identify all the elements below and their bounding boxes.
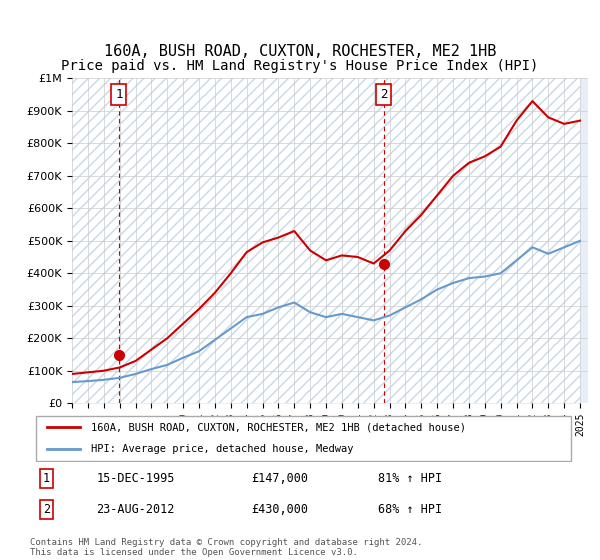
Text: £147,000: £147,000 — [251, 472, 308, 485]
HPI: Average price, detached house, Medway: (2.02e+03, 3.7e+05): Average price, detached house, Medway: (… — [449, 279, 457, 286]
160A, BUSH ROAD, CUXTON, ROCHESTER, ME2 1HB (detached house) — [148, 346, 155, 353]
FancyBboxPatch shape — [35, 416, 571, 461]
HPI: Average price, detached house, Medway: (2.01e+03, 2.55e+05): Average price, detached house, Medway: (… — [370, 317, 377, 324]
HPI: Average price, detached house, Medway: (2e+03, 9e+04): Average price, detached house, Medway: (… — [132, 371, 139, 377]
160A, BUSH ROAD, CUXTON, ROCHESTER, ME2 1HB (detached house) — [354, 254, 361, 260]
160A, BUSH ROAD, CUXTON, ROCHESTER, ME2 1HB (detached house) — [196, 306, 203, 312]
160A, BUSH ROAD, CUXTON, ROCHESTER, ME2 1HB (detached house) — [545, 114, 552, 121]
HPI: Average price, detached house, Medway: (2.02e+03, 3.9e+05): Average price, detached house, Medway: (… — [481, 273, 488, 280]
160A, BUSH ROAD, CUXTON, ROCHESTER, ME2 1HB (detached house) — [577, 117, 584, 124]
HPI: Average price, detached house, Medway: (2.02e+03, 4.4e+05): Average price, detached house, Medway: (… — [513, 257, 520, 264]
160A, BUSH ROAD, CUXTON, ROCHESTER, ME2 1HB (detached house) — [84, 369, 91, 376]
Line: 160A, BUSH ROAD, CUXTON, ROCHESTER, ME2 1HB (detached house): 160A, BUSH ROAD, CUXTON, ROCHESTER, ME2 … — [72, 101, 580, 374]
HPI: Average price, detached house, Medway: (2.02e+03, 4.8e+05): Average price, detached house, Medway: (… — [529, 244, 536, 251]
HPI: Average price, detached house, Medway: (2.02e+03, 3.2e+05): Average price, detached house, Medway: (… — [418, 296, 425, 302]
160A, BUSH ROAD, CUXTON, ROCHESTER, ME2 1HB (detached house) — [418, 212, 425, 218]
Text: 160A, BUSH ROAD, CUXTON, ROCHESTER, ME2 1HB (detached house): 160A, BUSH ROAD, CUXTON, ROCHESTER, ME2 … — [91, 422, 466, 432]
160A, BUSH ROAD, CUXTON, ROCHESTER, ME2 1HB (detached house) — [164, 335, 171, 342]
160A, BUSH ROAD, CUXTON, ROCHESTER, ME2 1HB (detached house) — [370, 260, 377, 267]
HPI: Average price, detached house, Medway: (2.01e+03, 2.75e+05): Average price, detached house, Medway: (… — [338, 310, 346, 317]
HPI: Average price, detached house, Medway: (2e+03, 1.95e+05): Average price, detached house, Medway: (… — [211, 337, 218, 343]
160A, BUSH ROAD, CUXTON, ROCHESTER, ME2 1HB (detached house) — [513, 117, 520, 124]
HPI: Average price, detached house, Medway: (2.02e+03, 4.8e+05): Average price, detached house, Medway: (… — [560, 244, 568, 251]
Text: Price paid vs. HM Land Registry's House Price Index (HPI): Price paid vs. HM Land Registry's House … — [61, 59, 539, 73]
HPI: Average price, detached house, Medway: (2e+03, 1.18e+05): Average price, detached house, Medway: (… — [164, 362, 171, 368]
HPI: Average price, detached house, Medway: (2e+03, 7.8e+04): Average price, detached house, Medway: (… — [116, 375, 123, 381]
160A, BUSH ROAD, CUXTON, ROCHESTER, ME2 1HB (detached house) — [338, 252, 346, 259]
160A, BUSH ROAD, CUXTON, ROCHESTER, ME2 1HB (detached house) — [402, 228, 409, 235]
160A, BUSH ROAD, CUXTON, ROCHESTER, ME2 1HB (detached house) — [434, 192, 441, 199]
160A, BUSH ROAD, CUXTON, ROCHESTER, ME2 1HB (detached house) — [481, 153, 488, 160]
160A, BUSH ROAD, CUXTON, ROCHESTER, ME2 1HB (detached house) — [132, 358, 139, 365]
Text: 1: 1 — [115, 88, 123, 101]
160A, BUSH ROAD, CUXTON, ROCHESTER, ME2 1HB (detached house) — [275, 234, 282, 241]
160A, BUSH ROAD, CUXTON, ROCHESTER, ME2 1HB (detached house) — [100, 367, 107, 374]
HPI: Average price, detached house, Medway: (2.01e+03, 2.95e+05): Average price, detached house, Medway: (… — [275, 304, 282, 311]
160A, BUSH ROAD, CUXTON, ROCHESTER, ME2 1HB (detached house) — [227, 270, 235, 277]
Text: 68% ↑ HPI: 68% ↑ HPI — [378, 503, 442, 516]
HPI: Average price, detached house, Medway: (2e+03, 2.65e+05): Average price, detached house, Medway: (… — [243, 314, 250, 320]
Text: 1: 1 — [43, 472, 50, 485]
HPI: Average price, detached house, Medway: (2.02e+03, 3.85e+05): Average price, detached house, Medway: (… — [466, 275, 473, 282]
160A, BUSH ROAD, CUXTON, ROCHESTER, ME2 1HB (detached house) — [243, 249, 250, 255]
HPI: Average price, detached house, Medway: (2.01e+03, 2.65e+05): Average price, detached house, Medway: (… — [354, 314, 361, 320]
HPI: Average price, detached house, Medway: (2.01e+03, 2.95e+05): Average price, detached house, Medway: (… — [402, 304, 409, 311]
160A, BUSH ROAD, CUXTON, ROCHESTER, ME2 1HB (detached house) — [497, 143, 504, 150]
HPI: Average price, detached house, Medway: (2e+03, 1.6e+05): Average price, detached house, Medway: (… — [196, 348, 203, 354]
160A, BUSH ROAD, CUXTON, ROCHESTER, ME2 1HB (detached house) — [290, 228, 298, 235]
160A, BUSH ROAD, CUXTON, ROCHESTER, ME2 1HB (detached house) — [449, 172, 457, 179]
160A, BUSH ROAD, CUXTON, ROCHESTER, ME2 1HB (detached house) — [259, 239, 266, 246]
HPI: Average price, detached house, Medway: (2e+03, 1.4e+05): Average price, detached house, Medway: (… — [179, 354, 187, 361]
HPI: Average price, detached house, Medway: (1.99e+03, 6.5e+04): Average price, detached house, Medway: (… — [68, 379, 76, 385]
HPI: Average price, detached house, Medway: (2.02e+03, 5e+05): Average price, detached house, Medway: (… — [577, 237, 584, 244]
160A, BUSH ROAD, CUXTON, ROCHESTER, ME2 1HB (detached house) — [116, 364, 123, 371]
160A, BUSH ROAD, CUXTON, ROCHESTER, ME2 1HB (detached house) — [68, 371, 76, 377]
160A, BUSH ROAD, CUXTON, ROCHESTER, ME2 1HB (detached house) — [529, 98, 536, 105]
HPI: Average price, detached house, Medway: (2.01e+03, 2.65e+05): Average price, detached house, Medway: (… — [322, 314, 329, 320]
HPI: Average price, detached house, Medway: (2.02e+03, 4.6e+05): Average price, detached house, Medway: (… — [545, 250, 552, 257]
HPI: Average price, detached house, Medway: (2e+03, 1.05e+05): Average price, detached house, Medway: (… — [148, 366, 155, 372]
Text: 15-DEC-1995: 15-DEC-1995 — [96, 472, 175, 485]
Text: 23-AUG-2012: 23-AUG-2012 — [96, 503, 175, 516]
HPI: Average price, detached house, Medway: (2.01e+03, 2.8e+05): Average price, detached house, Medway: (… — [307, 309, 314, 316]
160A, BUSH ROAD, CUXTON, ROCHESTER, ME2 1HB (detached house) — [386, 247, 393, 254]
Text: 2: 2 — [380, 88, 388, 101]
HPI: Average price, detached house, Medway: (1.99e+03, 6.8e+04): Average price, detached house, Medway: (… — [84, 378, 91, 385]
HPI: Average price, detached house, Medway: (2e+03, 2.3e+05): Average price, detached house, Medway: (… — [227, 325, 235, 332]
160A, BUSH ROAD, CUXTON, ROCHESTER, ME2 1HB (detached house) — [560, 120, 568, 127]
Text: Contains HM Land Registry data © Crown copyright and database right 2024.
This d: Contains HM Land Registry data © Crown c… — [30, 538, 422, 557]
160A, BUSH ROAD, CUXTON, ROCHESTER, ME2 1HB (detached house) — [466, 160, 473, 166]
Text: HPI: Average price, detached house, Medway: HPI: Average price, detached house, Medw… — [91, 444, 353, 454]
160A, BUSH ROAD, CUXTON, ROCHESTER, ME2 1HB (detached house) — [211, 290, 218, 296]
HPI: Average price, detached house, Medway: (2e+03, 2.75e+05): Average price, detached house, Medway: (… — [259, 310, 266, 317]
Line: HPI: Average price, detached house, Medway: HPI: Average price, detached house, Medw… — [72, 241, 580, 382]
160A, BUSH ROAD, CUXTON, ROCHESTER, ME2 1HB (detached house) — [322, 257, 329, 264]
Text: 81% ↑ HPI: 81% ↑ HPI — [378, 472, 442, 485]
HPI: Average price, detached house, Medway: (2.02e+03, 3.5e+05): Average price, detached house, Medway: (… — [434, 286, 441, 293]
Text: 160A, BUSH ROAD, CUXTON, ROCHESTER, ME2 1HB: 160A, BUSH ROAD, CUXTON, ROCHESTER, ME2 … — [104, 44, 496, 59]
HPI: Average price, detached house, Medway: (2e+03, 7.2e+04): Average price, detached house, Medway: (… — [100, 376, 107, 383]
160A, BUSH ROAD, CUXTON, ROCHESTER, ME2 1HB (detached house) — [179, 320, 187, 327]
160A, BUSH ROAD, CUXTON, ROCHESTER, ME2 1HB (detached house) — [307, 247, 314, 254]
Text: £430,000: £430,000 — [251, 503, 308, 516]
HPI: Average price, detached house, Medway: (2.01e+03, 2.7e+05): Average price, detached house, Medway: (… — [386, 312, 393, 319]
HPI: Average price, detached house, Medway: (2.01e+03, 3.1e+05): Average price, detached house, Medway: (… — [290, 299, 298, 306]
HPI: Average price, detached house, Medway: (2.02e+03, 4e+05): Average price, detached house, Medway: (… — [497, 270, 504, 277]
Text: 2: 2 — [43, 503, 50, 516]
